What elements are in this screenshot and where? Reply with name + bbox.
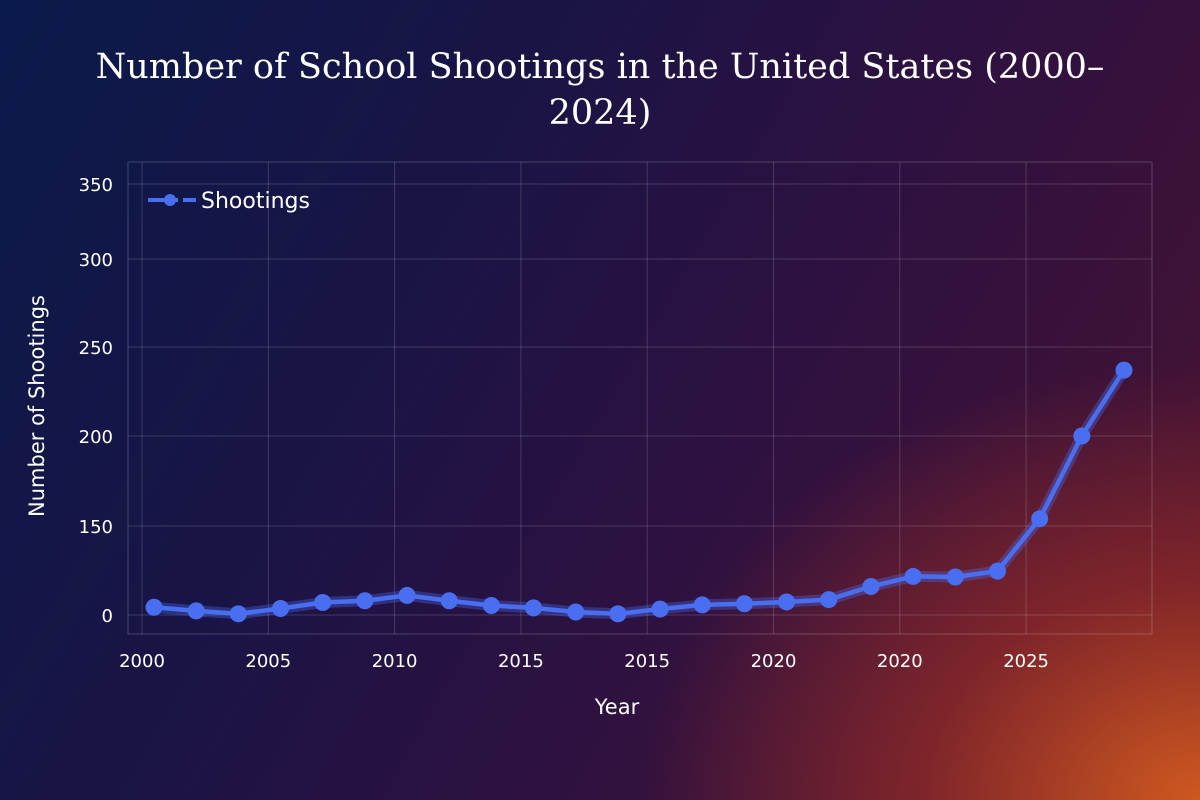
data-point xyxy=(525,599,543,617)
data-point xyxy=(1073,427,1091,445)
chart-title-line-2: 2024) xyxy=(549,93,652,133)
y-tick-label: 350 xyxy=(79,175,113,196)
x-axis-label: Year xyxy=(594,695,640,719)
data-point xyxy=(609,605,627,623)
x-axis-ticks: 2000 2005 2010 2015 2015 2020 2020 2025 xyxy=(119,651,1049,672)
data-point xyxy=(272,599,290,617)
data-point xyxy=(778,593,796,611)
data-point xyxy=(904,567,922,585)
data-point xyxy=(693,596,711,614)
legend-label-shootings: Shootings xyxy=(201,189,310,214)
x-tick-label: 2005 xyxy=(245,651,291,672)
data-point xyxy=(145,598,163,616)
data-point xyxy=(356,592,374,610)
x-tick-label: 2020 xyxy=(751,651,797,672)
x-tick-label: 2015 xyxy=(624,651,670,672)
data-point xyxy=(440,592,458,610)
data-point xyxy=(482,597,500,615)
y-tick-label: 0 xyxy=(102,606,113,627)
y-tick-label: 250 xyxy=(79,338,113,359)
chart-title-line-1: Number of School Shootings in the United… xyxy=(96,47,1105,87)
data-point xyxy=(1115,361,1133,379)
y-tick-label: 150 xyxy=(79,517,113,538)
data-point xyxy=(988,562,1006,580)
data-point xyxy=(567,603,585,621)
x-tick-label: 2025 xyxy=(1003,651,1049,672)
y-axis-ticks: 0 150 200 250 300 350 xyxy=(79,175,113,627)
y-tick-label: 200 xyxy=(79,427,113,448)
data-point xyxy=(820,591,838,609)
x-tick-label: 2000 xyxy=(119,651,165,672)
data-point xyxy=(314,594,332,612)
y-axis-label: Number of Shootings xyxy=(25,295,49,517)
legend: Shootings xyxy=(148,189,310,214)
data-point xyxy=(651,600,669,618)
plot-frame xyxy=(127,161,1153,635)
legend-swatch-marker xyxy=(164,194,176,206)
x-tick-label: 2015 xyxy=(498,651,544,672)
x-tick-label: 2010 xyxy=(372,651,418,672)
data-point xyxy=(735,595,753,613)
data-point xyxy=(187,602,205,620)
x-tick-label: 2020 xyxy=(877,651,923,672)
series-line-glow xyxy=(148,364,1130,620)
y-tick-label: 300 xyxy=(79,250,113,271)
data-point xyxy=(1031,510,1049,528)
data-point xyxy=(862,578,880,596)
series-shootings xyxy=(145,361,1133,623)
data-point xyxy=(229,605,247,623)
data-point xyxy=(398,586,416,604)
grid xyxy=(128,162,1152,634)
data-point xyxy=(946,568,964,586)
